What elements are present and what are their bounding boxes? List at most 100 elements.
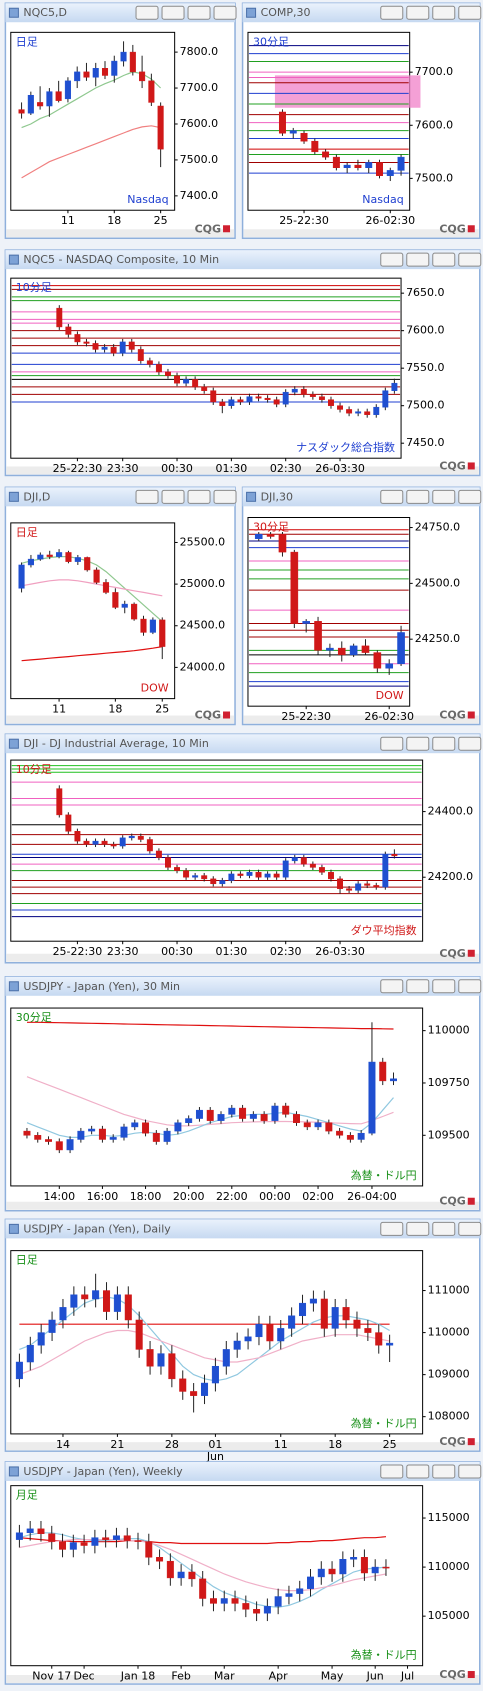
window-title: DJI,D — [23, 490, 50, 503]
candle-body — [360, 1557, 368, 1574]
candle-body — [314, 1122, 322, 1128]
link-button[interactable] — [135, 5, 159, 20]
candle-body — [131, 603, 138, 620]
candle-body — [209, 1598, 217, 1604]
average-line — [21, 125, 161, 179]
minimize-button[interactable] — [406, 1464, 430, 1479]
instrument-label: ナスダック総合指数 — [296, 440, 395, 454]
candle-body — [15, 1361, 23, 1380]
minimize-button[interactable] — [161, 489, 185, 504]
maximize-button[interactable] — [432, 1221, 456, 1236]
close-button[interactable] — [458, 489, 482, 504]
link-button[interactable] — [135, 489, 159, 504]
maximize-button[interactable] — [187, 5, 211, 20]
candle-body — [278, 533, 287, 553]
window-icon — [246, 491, 257, 502]
y-tick-label: 105000 — [428, 1609, 470, 1622]
maximize-button[interactable] — [187, 489, 211, 504]
candle-body — [264, 873, 271, 878]
minimize-button[interactable] — [406, 736, 430, 751]
candle-body — [128, 341, 135, 350]
maximize-button[interactable] — [432, 736, 456, 751]
candle-body — [219, 401, 226, 406]
close-button[interactable] — [458, 736, 482, 751]
candle-body — [155, 364, 162, 373]
x-tick-label: 02:30 — [270, 945, 302, 958]
candle-body — [382, 1566, 390, 1569]
candle-body — [111, 60, 118, 76]
candle-body — [368, 1061, 376, 1134]
candle-body — [357, 1132, 365, 1140]
cqg-mark — [223, 711, 231, 719]
candle-body — [174, 375, 180, 384]
x-tick-label: 25 — [154, 214, 168, 227]
link-button[interactable] — [380, 979, 404, 994]
candle-body — [123, 1535, 131, 1541]
candle-body — [146, 839, 153, 852]
minimize-button[interactable] — [406, 252, 430, 267]
maximize-button[interactable] — [432, 979, 456, 994]
maximize-button[interactable] — [432, 489, 456, 504]
close-button[interactable] — [458, 1464, 482, 1479]
candle-body — [390, 1078, 397, 1082]
candle-body — [27, 558, 35, 566]
candle-body — [192, 379, 199, 388]
close-button[interactable] — [213, 5, 237, 20]
minimize-button[interactable] — [406, 1221, 430, 1236]
close-button[interactable] — [213, 489, 237, 504]
candle-body — [206, 1109, 214, 1121]
link-button[interactable] — [380, 1464, 404, 1479]
candle-body — [397, 632, 405, 664]
candle-body — [98, 1128, 106, 1140]
candle-body — [64, 80, 71, 100]
close-button[interactable] — [458, 1221, 482, 1236]
candle-body — [65, 326, 72, 335]
cqg-mark — [467, 1438, 475, 1446]
minimize-button[interactable] — [406, 979, 430, 994]
candle-body — [174, 867, 180, 871]
link-button[interactable] — [380, 252, 404, 267]
maximize-button[interactable] — [432, 5, 456, 20]
x-tick-label: 25-22:30 — [281, 710, 331, 723]
candle-body — [277, 1328, 285, 1342]
candle-body — [307, 1576, 314, 1589]
candle-body — [246, 396, 253, 403]
minimize-button[interactable] — [161, 5, 185, 20]
candle-body — [266, 533, 275, 537]
maximize-button[interactable] — [432, 1464, 456, 1479]
x-tick-label: 26-04:00 — [347, 1190, 397, 1203]
close-button[interactable] — [458, 5, 482, 20]
minimize-button[interactable] — [406, 489, 430, 504]
average-line — [21, 579, 163, 597]
candle-body — [254, 533, 263, 539]
candle-body — [48, 1319, 56, 1333]
candle-body — [255, 1323, 263, 1338]
candle-body — [165, 371, 171, 376]
candle-body — [278, 111, 286, 134]
close-button[interactable] — [458, 252, 482, 267]
cqg-logo: CQG — [439, 1195, 465, 1208]
plot-area — [10, 277, 402, 459]
maximize-button[interactable] — [432, 252, 456, 267]
window-title: DJI - DJ Industrial Average, 10 Min — [23, 737, 208, 750]
link-button[interactable] — [380, 489, 404, 504]
candle-body — [255, 396, 262, 399]
link-button[interactable] — [380, 736, 404, 751]
link-button[interactable] — [380, 1221, 404, 1236]
link-button[interactable] — [380, 5, 404, 20]
minimize-button[interactable] — [406, 5, 430, 20]
candle-body — [128, 835, 135, 839]
candle-body — [253, 1609, 261, 1614]
candle-body — [102, 1537, 110, 1540]
y-tick-label: 24500.0 — [180, 619, 226, 632]
status-strip — [243, 229, 479, 238]
candle-body — [376, 162, 383, 176]
y-tick-label: 7700.0 — [415, 65, 454, 78]
candle-body — [311, 140, 319, 153]
candle-body — [88, 1128, 96, 1132]
close-button[interactable] — [458, 979, 482, 994]
candle-body — [124, 1294, 132, 1321]
candle-body — [309, 394, 316, 397]
candle-body — [55, 1141, 63, 1151]
window-icon — [246, 7, 257, 18]
